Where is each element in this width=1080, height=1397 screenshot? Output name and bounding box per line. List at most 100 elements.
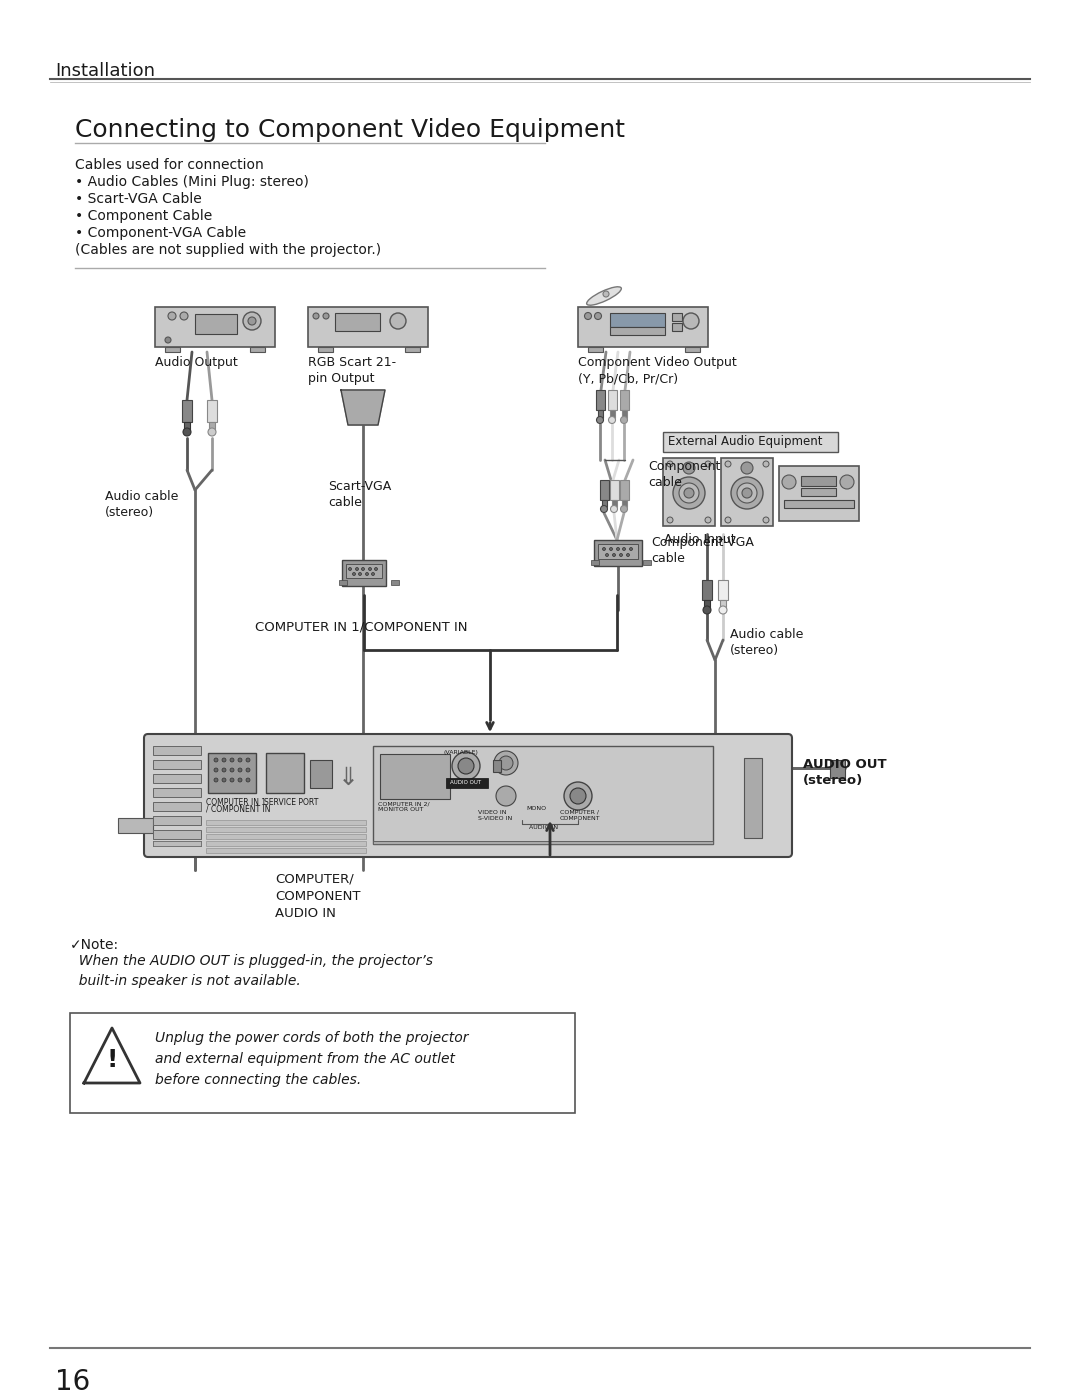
Circle shape bbox=[667, 461, 673, 467]
Text: S-VIDEO IN: S-VIDEO IN bbox=[478, 816, 512, 821]
Bar bbox=[153, 841, 201, 847]
Circle shape bbox=[453, 752, 480, 780]
Circle shape bbox=[673, 476, 705, 509]
Bar bbox=[153, 774, 201, 782]
Circle shape bbox=[703, 606, 711, 615]
Text: 16: 16 bbox=[55, 1368, 91, 1396]
Text: Installation: Installation bbox=[55, 61, 156, 80]
Circle shape bbox=[238, 778, 242, 782]
Bar bbox=[622, 500, 627, 507]
Text: When the AUDIO OUT is plugged-in, the projector’s
  built-in speaker is not avai: When the AUDIO OUT is plugged-in, the pr… bbox=[70, 954, 433, 988]
Bar bbox=[153, 841, 201, 847]
Text: COMPUTER/
COMPONENT
AUDIO IN: COMPUTER/ COMPONENT AUDIO IN bbox=[275, 873, 361, 921]
Text: !: ! bbox=[106, 1048, 118, 1071]
Bar bbox=[153, 841, 201, 847]
Bar bbox=[643, 560, 651, 564]
Circle shape bbox=[731, 476, 762, 509]
Bar bbox=[373, 841, 713, 844]
Bar bbox=[610, 327, 665, 335]
Text: AUDIO IN: AUDIO IN bbox=[529, 826, 558, 830]
Text: Audio cable
(stereo): Audio cable (stereo) bbox=[105, 490, 178, 520]
Text: MONITOR OUT: MONITOR OUT bbox=[378, 807, 423, 812]
Bar bbox=[405, 346, 420, 352]
Circle shape bbox=[243, 312, 261, 330]
Bar bbox=[784, 500, 854, 509]
Text: AUDIO OUT
(stereo): AUDIO OUT (stereo) bbox=[804, 759, 887, 787]
Bar bbox=[249, 346, 265, 352]
Circle shape bbox=[208, 427, 216, 436]
Circle shape bbox=[621, 506, 627, 513]
Circle shape bbox=[762, 461, 769, 467]
Circle shape bbox=[323, 313, 329, 319]
Circle shape bbox=[238, 759, 242, 761]
Circle shape bbox=[741, 462, 753, 474]
Text: Audio cable
(stereo): Audio cable (stereo) bbox=[730, 629, 804, 657]
Text: ✓Note:: ✓Note: bbox=[70, 937, 119, 951]
Text: Audio Output: Audio Output bbox=[156, 356, 238, 369]
Circle shape bbox=[458, 759, 474, 774]
Bar bbox=[153, 830, 201, 840]
Bar bbox=[206, 841, 366, 847]
Text: AUDIO OUT: AUDIO OUT bbox=[450, 780, 481, 785]
Text: Component Video Output
(Y, Pb/Cb, Pr/Cr): Component Video Output (Y, Pb/Cb, Pr/Cr) bbox=[578, 356, 737, 386]
Text: Scart-VGA
cable: Scart-VGA cable bbox=[328, 481, 391, 509]
Circle shape bbox=[630, 548, 633, 550]
Circle shape bbox=[183, 427, 191, 436]
Circle shape bbox=[496, 787, 516, 806]
Text: • Scart-VGA Cable: • Scart-VGA Cable bbox=[75, 191, 202, 205]
Bar bbox=[335, 313, 380, 331]
Bar bbox=[380, 754, 450, 799]
Bar bbox=[318, 346, 333, 352]
Circle shape bbox=[840, 475, 854, 489]
Circle shape bbox=[610, 506, 618, 513]
Bar bbox=[153, 802, 201, 812]
Text: ⇓: ⇓ bbox=[337, 766, 359, 789]
Bar bbox=[373, 746, 713, 844]
Circle shape bbox=[705, 461, 711, 467]
Text: Audio Input: Audio Input bbox=[664, 534, 735, 546]
Circle shape bbox=[222, 778, 226, 782]
Circle shape bbox=[494, 752, 518, 775]
Circle shape bbox=[180, 312, 188, 320]
Circle shape bbox=[352, 573, 355, 576]
Circle shape bbox=[246, 759, 249, 761]
Bar bbox=[663, 432, 838, 453]
Bar bbox=[153, 788, 201, 798]
Bar bbox=[339, 580, 347, 585]
Bar bbox=[704, 599, 710, 608]
Text: COMPONENT: COMPONENT bbox=[561, 816, 600, 821]
Bar bbox=[373, 841, 713, 844]
Text: COMPUTER IN 1: COMPUTER IN 1 bbox=[206, 798, 266, 807]
Bar bbox=[685, 346, 700, 352]
Bar bbox=[610, 409, 615, 418]
Bar bbox=[492, 760, 501, 773]
Circle shape bbox=[596, 416, 604, 423]
Text: External Audio Equipment: External Audio Equipment bbox=[669, 434, 823, 448]
Circle shape bbox=[626, 553, 630, 556]
Text: COMPUTER IN 2/: COMPUTER IN 2/ bbox=[378, 802, 430, 807]
Circle shape bbox=[168, 312, 176, 320]
Text: COMPUTER IN 1/COMPONENT IN: COMPUTER IN 1/COMPONENT IN bbox=[255, 620, 468, 633]
Bar bbox=[210, 422, 215, 430]
Bar bbox=[622, 409, 627, 418]
Circle shape bbox=[365, 573, 368, 576]
Bar bbox=[165, 346, 180, 352]
Polygon shape bbox=[341, 390, 384, 425]
Bar bbox=[612, 500, 617, 507]
Bar bbox=[206, 827, 366, 833]
Circle shape bbox=[612, 553, 616, 556]
Text: COMPUTER /: COMPUTER / bbox=[561, 810, 599, 814]
Circle shape bbox=[742, 488, 752, 497]
Circle shape bbox=[355, 567, 359, 570]
Circle shape bbox=[606, 553, 608, 556]
Circle shape bbox=[313, 313, 319, 319]
Circle shape bbox=[375, 567, 378, 570]
Text: Component-VGA
cable: Component-VGA cable bbox=[651, 536, 754, 564]
Circle shape bbox=[499, 756, 513, 770]
Bar bbox=[591, 560, 599, 564]
Circle shape bbox=[719, 606, 727, 615]
Circle shape bbox=[679, 483, 699, 503]
Circle shape bbox=[603, 548, 606, 550]
Circle shape bbox=[608, 416, 616, 423]
Bar bbox=[610, 481, 619, 500]
